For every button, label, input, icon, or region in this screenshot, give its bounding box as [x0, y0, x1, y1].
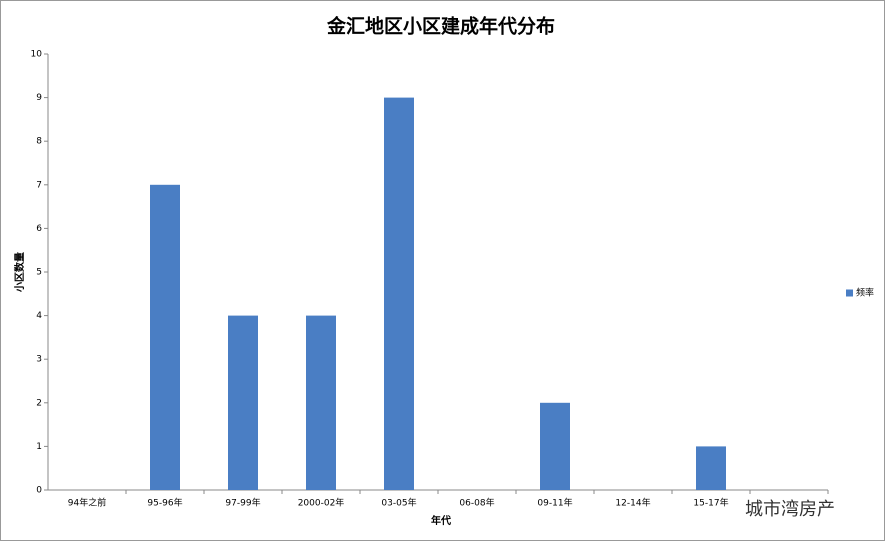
x-axis-label: 年代	[431, 514, 451, 527]
bar	[150, 184, 180, 491]
y-tick-label: 8	[36, 137, 42, 147]
x-tick-label: 2000-02年	[298, 497, 345, 509]
x-tick-label: 15-17年	[693, 497, 728, 509]
y-tick-label: 3	[36, 355, 42, 365]
x-tick-label: 97-99年	[225, 497, 260, 509]
watermark: 城市湾房产	[745, 499, 835, 520]
bar	[696, 446, 726, 490]
legend-swatch	[846, 289, 853, 297]
y-tick-label: 1	[36, 442, 42, 452]
x-tick-label: 95-96年	[147, 497, 182, 509]
x-tick-label: 09-11年	[537, 497, 572, 509]
y-tick-label: 7	[36, 180, 42, 190]
x-tick-label: 06-08年	[459, 497, 494, 509]
y-tick-label: 0	[36, 486, 42, 496]
y-tick-label: 6	[36, 224, 42, 234]
legend-label: 频率	[856, 287, 874, 299]
bar	[384, 97, 414, 490]
y-axis-label: 小区数量	[13, 252, 26, 293]
chart-title: 金汇地区小区建成年代分布	[326, 15, 555, 38]
bar	[228, 315, 258, 490]
bar	[540, 402, 570, 490]
y-tick-label: 2	[36, 398, 42, 408]
x-tick-label: 12-14年	[615, 497, 650, 509]
y-tick-label: 5	[36, 268, 42, 278]
y-tick-label: 10	[31, 50, 43, 60]
bar	[306, 315, 336, 490]
y-tick-label: 4	[36, 311, 42, 321]
x-tick-label: 03-05年	[381, 497, 416, 509]
x-tick-label: 94年之前	[68, 497, 106, 509]
y-tick-label: 9	[36, 93, 42, 103]
